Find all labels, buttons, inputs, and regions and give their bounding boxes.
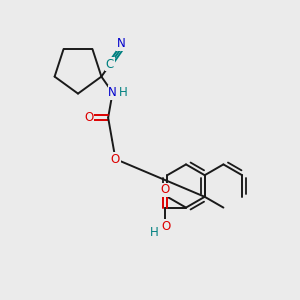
Text: C: C [106, 58, 114, 71]
Text: H: H [119, 86, 128, 99]
Text: O: O [160, 183, 169, 196]
Text: N: N [108, 86, 117, 99]
Text: N: N [117, 37, 126, 50]
Text: O: O [111, 152, 120, 166]
Text: O: O [162, 220, 171, 233]
Text: O: O [84, 111, 93, 124]
Text: H: H [150, 226, 159, 239]
